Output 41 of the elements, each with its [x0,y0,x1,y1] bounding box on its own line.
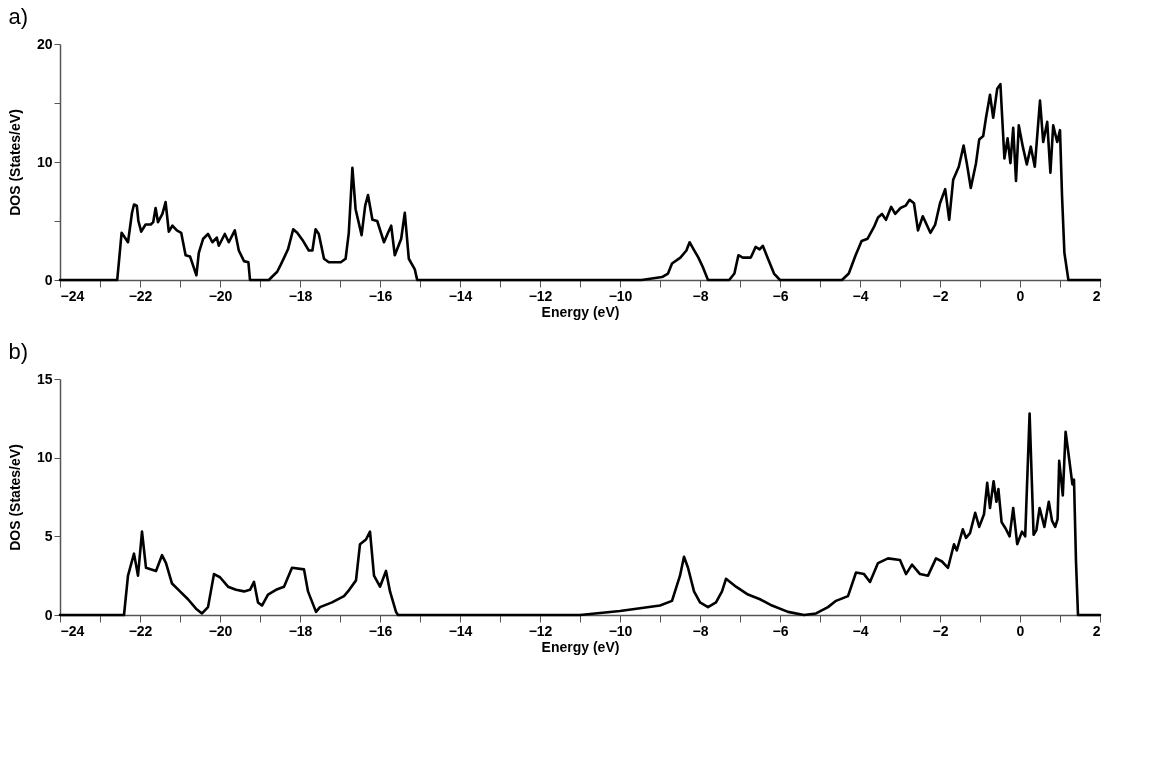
x-tick-label: −22 [128,287,153,304]
x-tick-label: −24 [60,287,85,304]
y-tick-label: 10 [36,153,53,170]
y-tick-label: 20 [36,35,53,52]
x-tick-label: −16 [368,622,393,639]
x-tick-label: −14 [448,287,473,304]
x-tick-label: −4 [852,622,869,639]
x-tick-label: −10 [608,287,633,304]
x-tick-label: −6 [772,287,789,304]
y-tick-label: 0 [44,271,53,288]
x-axis-title: Energy (eV) [541,638,620,655]
x-tick-label: −10 [608,622,633,639]
x-tick-label: −20 [208,622,233,639]
x-tick-label: −4 [852,287,869,304]
x-tick-label: 0 [1016,287,1025,304]
x-tick-label: −22 [128,622,153,639]
y-tick-label: 10 [36,449,53,466]
x-tick-label: −12 [528,287,553,304]
x-tick-label: −24 [60,622,85,639]
x-tick-label: 2 [1092,287,1101,304]
y-axis-title: DOS (States/eV) [6,109,23,216]
x-tick-label: −8 [692,622,709,639]
x-tick-label: 0 [1016,622,1025,639]
x-tick-label: −18 [288,287,313,304]
x-tick-label: 2 [1092,622,1101,639]
x-axis-title: Energy (eV) [541,303,620,320]
x-tick-label: −18 [288,622,313,639]
chart-title: b) [8,339,28,364]
x-tick-label: −6 [772,622,789,639]
y-tick-label: 15 [36,370,53,387]
x-tick-label: −8 [692,287,709,304]
y-axis-title: DOS (States/eV) [6,444,23,551]
chart-title: a) [8,4,28,29]
x-tick-label: −20 [208,287,233,304]
x-tick-label: −12 [528,622,553,639]
x-tick-label: −16 [368,287,393,304]
x-tick-label: −2 [932,287,949,304]
y-tick-label: 5 [44,527,53,544]
y-tick-label: 0 [44,606,53,623]
x-tick-label: −14 [448,622,473,639]
x-tick-label: −2 [932,622,949,639]
